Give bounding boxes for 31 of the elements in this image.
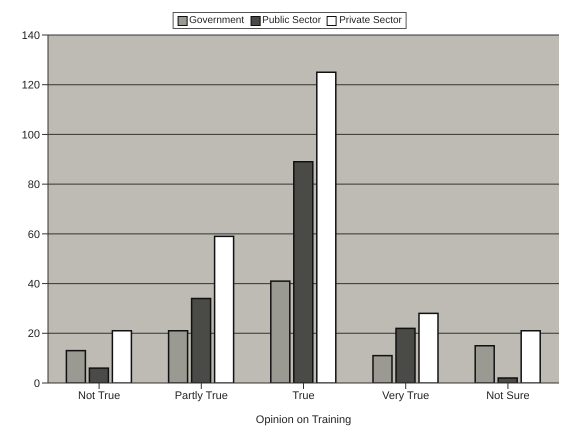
x-tick-label: True — [292, 390, 315, 402]
y-tick-label: 100 — [22, 129, 40, 142]
bar — [293, 161, 314, 383]
legend-label: Government — [188, 15, 244, 26]
bar — [214, 236, 234, 383]
y-tick-label: 60 — [28, 228, 40, 241]
x-tick-label: Not True — [78, 390, 120, 402]
bar — [190, 298, 212, 383]
bar — [270, 280, 291, 383]
y-tick-label: 40 — [28, 278, 40, 290]
bar — [66, 350, 86, 383]
y-tick-label: 20 — [28, 328, 40, 340]
bar — [372, 354, 393, 383]
y-tick-label: 80 — [28, 179, 40, 192]
x-tick-label: Not Sure — [486, 390, 530, 402]
bar — [418, 312, 439, 383]
legend-label: Public Sector — [261, 15, 322, 26]
bar — [474, 344, 495, 383]
bar — [520, 330, 541, 383]
x-tick-label: Very True — [382, 390, 430, 402]
bar — [168, 330, 188, 383]
x-axis-title: Opinion on Training — [256, 414, 352, 426]
legend-label: Private Sector — [338, 15, 402, 26]
bar — [316, 72, 337, 383]
y-tick-label: 120 — [22, 80, 40, 92]
y-tick-label: 0 — [34, 378, 40, 390]
bar — [112, 330, 132, 383]
bar — [395, 328, 416, 383]
y-tick-label: 140 — [22, 30, 40, 42]
bar — [88, 367, 110, 383]
x-tick-label: Partly True — [174, 390, 228, 402]
